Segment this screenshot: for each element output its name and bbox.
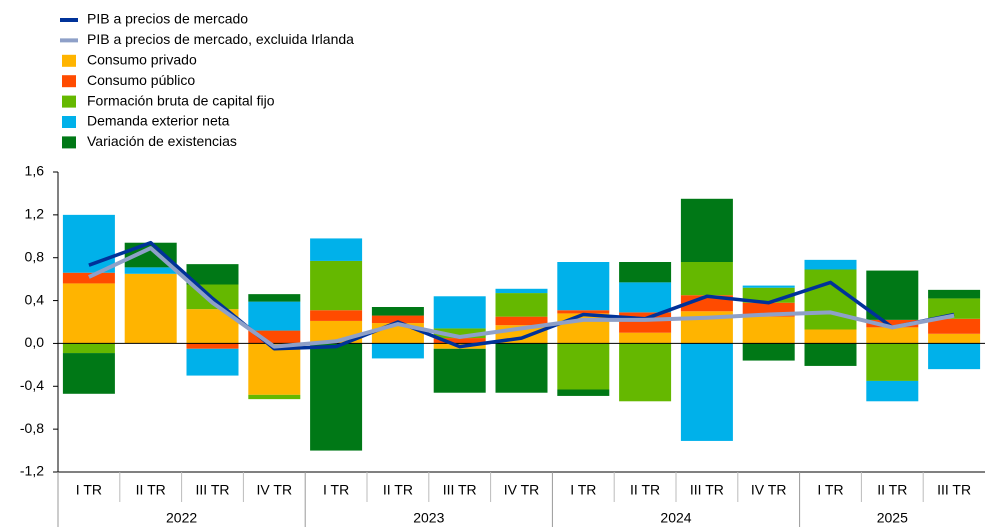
bar-segment	[804, 259, 857, 270]
bar-segment	[62, 283, 115, 344]
x-tick-label: I TR	[570, 482, 596, 498]
bar-segment	[371, 315, 424, 324]
line-series	[88, 246, 955, 349]
bar-segment	[433, 348, 486, 393]
bar-segment	[495, 343, 548, 393]
year-label: 2024	[660, 510, 691, 526]
bar-segment	[495, 316, 548, 326]
bar-segment	[866, 343, 919, 381]
bar-segment	[742, 285, 795, 288]
x-tick-label: I TR	[76, 482, 102, 498]
legend-label: Demanda exterior neta	[87, 113, 230, 129]
bar-segment	[495, 288, 548, 294]
bar-segment	[619, 282, 672, 313]
bar-segment	[680, 198, 733, 262]
x-tick-label: III TR	[937, 482, 971, 498]
bar-segment	[310, 343, 363, 451]
bar-segment	[124, 273, 177, 344]
year-label: 2025	[877, 510, 908, 526]
bar-segment	[62, 272, 115, 284]
year-label: 2023	[413, 510, 444, 526]
bar-segment	[804, 329, 857, 344]
y-tick-label: 0,0	[25, 334, 45, 350]
bar-segment	[248, 301, 301, 331]
legend-label: Variación de existencias	[87, 133, 237, 149]
bar-segment	[248, 343, 301, 395]
y-tick-label: -1,2	[20, 463, 44, 479]
bar-segment	[310, 260, 363, 311]
y-tick-label: 0,4	[25, 291, 45, 307]
bar-segment	[186, 264, 239, 285]
x-tick-label: II TR	[630, 482, 660, 498]
bar-segment	[742, 316, 795, 344]
x-tick-label: IV TR	[257, 482, 293, 498]
bar-segment	[310, 310, 363, 321]
bar-segment	[928, 289, 981, 299]
bar-segment	[124, 267, 177, 274]
legend-swatch	[62, 75, 76, 88]
x-tick-label: IV TR	[751, 482, 787, 498]
legend-label: Consumo privado	[87, 52, 197, 68]
bar-segment	[866, 327, 919, 344]
bar-segment	[619, 312, 672, 333]
bar-segment	[433, 296, 486, 329]
y-tick-label: 1,6	[25, 163, 45, 179]
bar-segment	[866, 270, 919, 320]
x-tick-label: III TR	[690, 482, 724, 498]
x-tick-label: III TR	[196, 482, 230, 498]
legend-swatch	[62, 136, 76, 149]
legend-label: Consumo público	[87, 72, 195, 88]
bar-segment	[433, 328, 486, 339]
bar-segment	[557, 310, 610, 314]
bar-segment	[371, 307, 424, 316]
bar-segment	[557, 389, 610, 396]
legend-label: PIB a precios de mercado	[87, 11, 248, 27]
x-tick-label: III TR	[443, 482, 477, 498]
bar-segment	[495, 293, 548, 317]
bar-segment	[680, 262, 733, 296]
bar-segment	[928, 343, 981, 370]
bar-segment	[619, 332, 672, 344]
y-tick-label: -0,8	[20, 420, 44, 436]
x-tick-label: IV TR	[504, 482, 540, 498]
bar-segment	[557, 262, 610, 311]
bar-segment	[248, 394, 301, 400]
x-tick-label: I TR	[817, 482, 843, 498]
bar-segment	[742, 343, 795, 361]
x-tick-label: I TR	[323, 482, 349, 498]
bar-segment	[928, 333, 981, 344]
legend-label: PIB a precios de mercado, excluida Irlan…	[87, 31, 354, 47]
bar-segment	[557, 343, 610, 390]
bar-segment	[62, 343, 115, 354]
year-label: 2022	[166, 510, 197, 526]
x-tick-label: II TR	[136, 482, 166, 498]
bar-segment	[186, 348, 239, 376]
legend-swatch	[62, 116, 76, 128]
bar-segment	[866, 319, 919, 328]
bar-segment	[248, 294, 301, 302]
y-tick-label: 0,8	[25, 248, 45, 264]
bar-segment	[186, 343, 239, 349]
x-tick-label: II TR	[383, 482, 413, 498]
bar-segment	[619, 262, 672, 283]
legend-swatch	[62, 95, 76, 108]
bar-segment	[928, 318, 981, 334]
bar-segment	[371, 343, 424, 359]
bar-segment	[619, 343, 672, 402]
bar-segment	[310, 238, 363, 261]
bar-segment	[804, 269, 857, 330]
bar-segment	[804, 343, 857, 366]
bar-segment	[866, 380, 919, 402]
y-tick-label: 1,2	[25, 206, 45, 222]
bar-segment	[62, 353, 115, 394]
legend-label: Formación bruta de capital fijo	[87, 92, 275, 108]
bar-segment	[62, 214, 115, 273]
bar-segment	[928, 298, 981, 319]
bar-segment	[680, 343, 733, 441]
x-tick-label: II TR	[877, 482, 907, 498]
bar-segment	[433, 338, 486, 344]
legend-swatch	[62, 54, 76, 67]
y-tick-label: -0,4	[20, 377, 44, 393]
